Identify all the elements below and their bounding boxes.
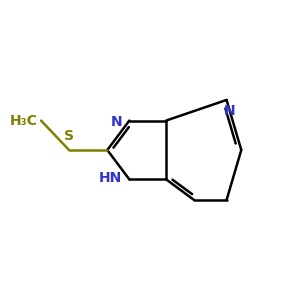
Text: HN: HN bbox=[99, 171, 122, 185]
Text: N: N bbox=[224, 104, 235, 118]
Text: H₃C: H₃C bbox=[10, 114, 38, 128]
Text: S: S bbox=[64, 129, 74, 142]
Text: N: N bbox=[110, 115, 122, 129]
